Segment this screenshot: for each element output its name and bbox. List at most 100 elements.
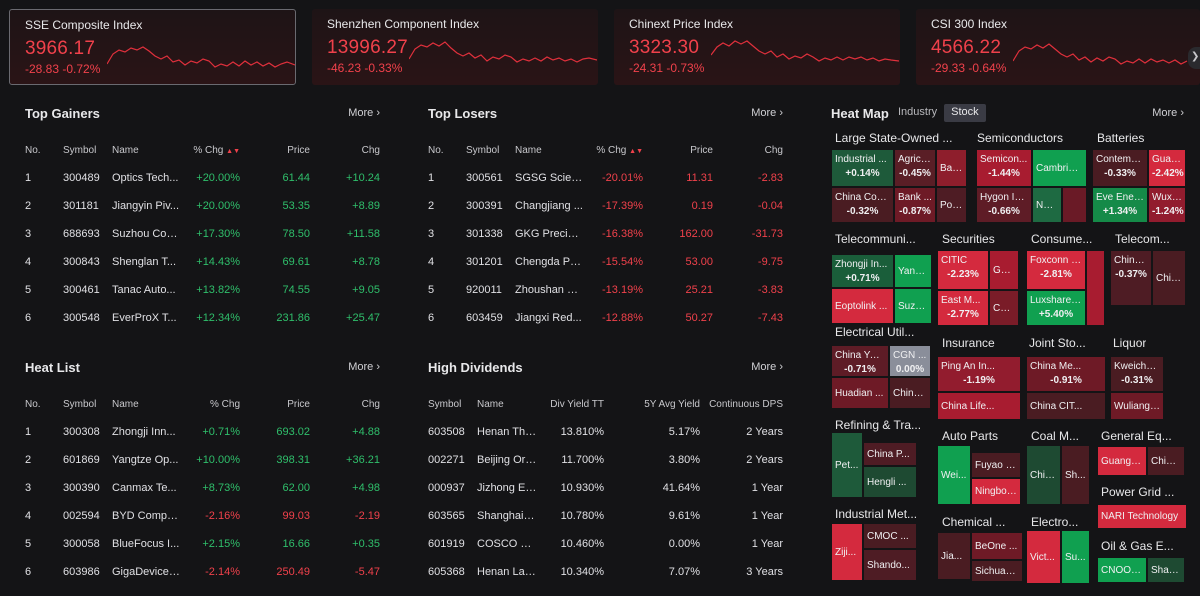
heat-map-cell[interactable]: Ziji...	[831, 523, 863, 581]
heat-map-cell[interactable]: CITIC -2.23%	[937, 250, 989, 290]
heat-map-cell[interactable]: Vict...	[1026, 530, 1061, 584]
heat-map-cell[interactable]: Chin...	[1152, 250, 1186, 306]
heat-map-cell[interactable]: China Con... -0.32%	[831, 187, 894, 223]
heat-map-group-label[interactable]: Refining & Tra...	[835, 418, 922, 432]
next-arrow[interactable]: ❯	[1188, 47, 1200, 69]
heat-map-cell[interactable]: Agricu... -0.45%	[894, 149, 936, 187]
table-row[interactable]: 4 300843 Shenglan T... +14.43% 69.61 +8.78	[25, 256, 380, 268]
table-row[interactable]: 002271 Beijing Orie... 11.700% 3.80% 2 Years	[428, 454, 783, 466]
heat-map-cell[interactable]: China ... -0.37%	[1110, 250, 1152, 306]
heat-map-cell[interactable]: Suzho...	[894, 288, 932, 324]
heat-map-cell[interactable]: Bank ... -0.87%	[894, 187, 936, 223]
heat-map-cell[interactable]: Chin...	[989, 290, 1019, 326]
heat-map-cell[interactable]: China...	[1147, 446, 1185, 476]
heat-map-group-label[interactable]: Electrical Util...	[835, 325, 915, 339]
heat-map-cell[interactable]: CMOC ...	[863, 523, 917, 549]
heat-map-cell[interactable]: Fuyao G...	[971, 452, 1021, 478]
table-row[interactable]: 603565 Shanghai Z... 10.780% 9.61% 1 Year	[428, 510, 783, 522]
sort-div-yield[interactable]: Div Yield TT	[550, 398, 604, 410]
heat-map-cell[interactable]: Eve Ener... +1.34%	[1092, 187, 1148, 223]
table-row[interactable]: 6 603986 GigaDevice ... -2.14% 250.49 -5.47	[25, 566, 380, 578]
sort-pct-chg[interactable]: % Chg ▲▼	[193, 144, 240, 156]
heat-map-group-label[interactable]: Semiconductors	[977, 131, 1064, 145]
heat-map-group-label[interactable]: Telecom...	[1115, 232, 1170, 246]
heat-map-group-label[interactable]: Batteries	[1097, 131, 1145, 145]
heat-map-cell[interactable]: Semicon... -1.44%	[976, 149, 1032, 187]
heat-map-cell[interactable]: NA...	[1032, 187, 1062, 223]
tab-stock[interactable]: Stock	[944, 104, 986, 122]
heat-map-group-label[interactable]: Large State-Owned ...	[835, 131, 953, 145]
table-row[interactable]: 2 300391 Changjiang ... -17.39% 0.19 -0.04	[428, 200, 783, 212]
table-row[interactable]: 6 603459 Jiangxi Red... -12.88% 50.27 -7.43	[428, 312, 783, 324]
heat-map-group-label[interactable]: Industrial Met...	[835, 507, 918, 521]
heat-map-cell[interactable]: East M... -2.77%	[937, 290, 989, 326]
index-card-szse[interactable]: Shenzhen Component Index 13996.27 -46.23…	[312, 9, 598, 85]
heat-map-cell[interactable]: Kweicho... -0.31%	[1110, 356, 1164, 392]
table-row[interactable]: 2 301181 Jiangyin Piv... +20.00% 53.35 +8.89	[25, 200, 380, 212]
heat-map-cell[interactable]: Guangd...	[1097, 446, 1147, 476]
heat-map-cell[interactable]: Wuxi ... -1.24%	[1148, 187, 1186, 223]
more-link[interactable]: More ›	[348, 361, 380, 373]
heat-map-cell[interactable]: Guan... -2.42%	[1148, 149, 1186, 187]
heat-map-group-label[interactable]: Consume...	[1031, 232, 1093, 246]
heat-map-cell[interactable]: Sichuan...	[971, 560, 1023, 582]
heat-map-cell[interactable]: Ban...	[936, 149, 967, 187]
table-row[interactable]: 4 002594 BYD Compa... -2.16% 99.03 -2.19	[25, 510, 380, 522]
heat-map-cell[interactable]	[1086, 250, 1105, 326]
heat-map-cell[interactable]: China Me... -0.91%	[1026, 356, 1106, 392]
heat-map-cell[interactable]: Ningbo ...	[971, 478, 1021, 505]
table-row[interactable]: 1 300308 Zhongji Inn... +0.71% 693.02 +4.88	[25, 426, 380, 438]
table-row[interactable]: 5 920011 Zhoushan C... -13.19% 25.21 -3.83	[428, 284, 783, 296]
sort-pct-chg[interactable]: % Chg ▲▼	[596, 144, 643, 156]
table-row[interactable]: 605368 Henan Lant... 10.340% 7.07% 3 Years	[428, 566, 783, 578]
heat-map-cell[interactable]: Pos...	[936, 187, 967, 223]
heat-map-group-label[interactable]: Coal M...	[1031, 429, 1080, 443]
heat-map-group-label[interactable]: Securities	[942, 232, 995, 246]
heat-map-cell[interactable]: Hengli ...	[863, 466, 917, 498]
heat-map-cell[interactable]: Pet...	[831, 432, 863, 498]
more-link[interactable]: More ›	[751, 361, 783, 373]
heat-map-group-label[interactable]: General Eq...	[1101, 429, 1172, 443]
heat-map-cell[interactable]: Zhongji In... +0.71%	[831, 254, 894, 288]
more-link[interactable]: More ›	[348, 107, 380, 119]
heat-map-cell[interactable]: Wei...	[937, 445, 971, 505]
heat-map-cell[interactable]: China Life...	[937, 392, 1021, 420]
heat-map-cell[interactable]: Shan...	[1147, 557, 1185, 583]
table-row[interactable]: 2 601869 Yangtze Op... +10.00% 398.31 +36.21	[25, 454, 380, 466]
index-card-chinext[interactable]: Chinext Price Index 3323.30 -24.31 -0.73…	[614, 9, 900, 85]
heat-map-group-label[interactable]: Chemical ...	[942, 515, 1006, 529]
heat-map-cell[interactable]: Hygon Inf... -0.66%	[976, 187, 1032, 223]
heat-map-group-label[interactable]: Power Grid ...	[1101, 485, 1175, 499]
index-card-csi300[interactable]: CSI 300 Index 4566.22 -29.33 -0.64% ❯	[916, 9, 1200, 85]
heat-map-cell[interactable]: Yangt...	[894, 254, 932, 288]
table-row[interactable]: 4 301201 Chengda Ph... -15.54% 53.00 -9.75	[428, 256, 783, 268]
heat-map-cell[interactable]: CNOOC...	[1097, 557, 1147, 583]
tab-industry[interactable]: Industry	[898, 106, 938, 118]
heat-map-cell[interactable]: China CIT...	[1026, 392, 1106, 420]
table-row[interactable]: 5 300461 Tanac Auto... +13.82% 74.55 +9.05	[25, 284, 380, 296]
heat-map-cell[interactable]: China P...	[863, 442, 917, 466]
heat-map-cell[interactable]: Wuliangy...	[1110, 392, 1164, 420]
heat-map-cell[interactable]: Sh...	[1061, 445, 1090, 505]
heat-map-cell[interactable]: BeOne ...	[971, 532, 1023, 560]
index-card-sse[interactable]: SSE Composite Index 3966.17 -28.83 -0.72…	[9, 9, 296, 85]
heat-map-cell[interactable]: Guo...	[989, 250, 1019, 290]
heat-map-group-label[interactable]: Liquor	[1113, 336, 1147, 350]
table-row[interactable]: 603508 Henan Thin... 13.810% 5.17% 2 Years	[428, 426, 783, 438]
heat-map-cell[interactable]: Industrial ... +0.14%	[831, 149, 894, 187]
heat-map-cell[interactable]: Shando...	[863, 549, 917, 581]
heat-map-group-label[interactable]: Joint Sto...	[1029, 336, 1086, 350]
heat-map-group-label[interactable]: Oil & Gas E...	[1101, 539, 1174, 553]
heat-map-cell[interactable]: Contemp... -0.33%	[1092, 149, 1148, 187]
heat-map-cell[interactable]: CGN ... 0.00%	[889, 345, 931, 377]
table-row[interactable]: 1 300561 SGSG Scien... -20.01% 11.31 -2.83	[428, 172, 783, 184]
heat-map-group-label[interactable]: Auto Parts	[942, 429, 999, 443]
table-row[interactable]: 3 301338 GKG Precisi... -16.38% 162.00 -31.73	[428, 228, 783, 240]
heat-map-cell[interactable]: Huadian ...	[831, 377, 889, 409]
heat-map-more-link[interactable]: More ›	[1152, 107, 1184, 119]
heat-map-cell[interactable]: Ping An In... -1.19%	[937, 356, 1021, 392]
heat-map-cell[interactable]: China Yan... -0.71%	[831, 345, 889, 377]
heat-map-cell[interactable]: Luxshare ... +5.40%	[1026, 290, 1086, 326]
heat-map-cell[interactable]	[1062, 187, 1087, 223]
